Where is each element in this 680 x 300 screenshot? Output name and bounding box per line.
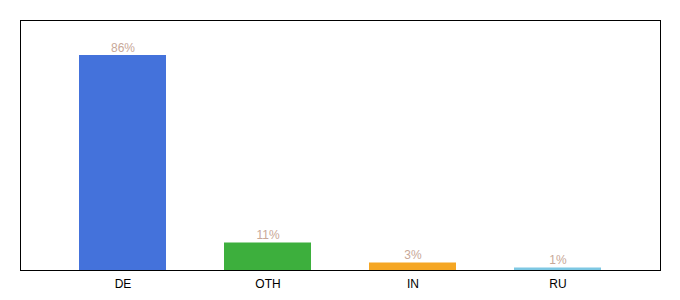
svg-text:1%: 1% [549,253,567,267]
svg-text:11%: 11% [256,228,279,242]
svg-text:86%: 86% [111,41,135,55]
svg-text:IN: IN [407,277,419,291]
svg-text:OTH: OTH [255,277,280,291]
svg-text:DE: DE [115,277,132,291]
svg-text:3%: 3% [404,248,422,262]
svg-text:RU: RU [549,277,566,291]
